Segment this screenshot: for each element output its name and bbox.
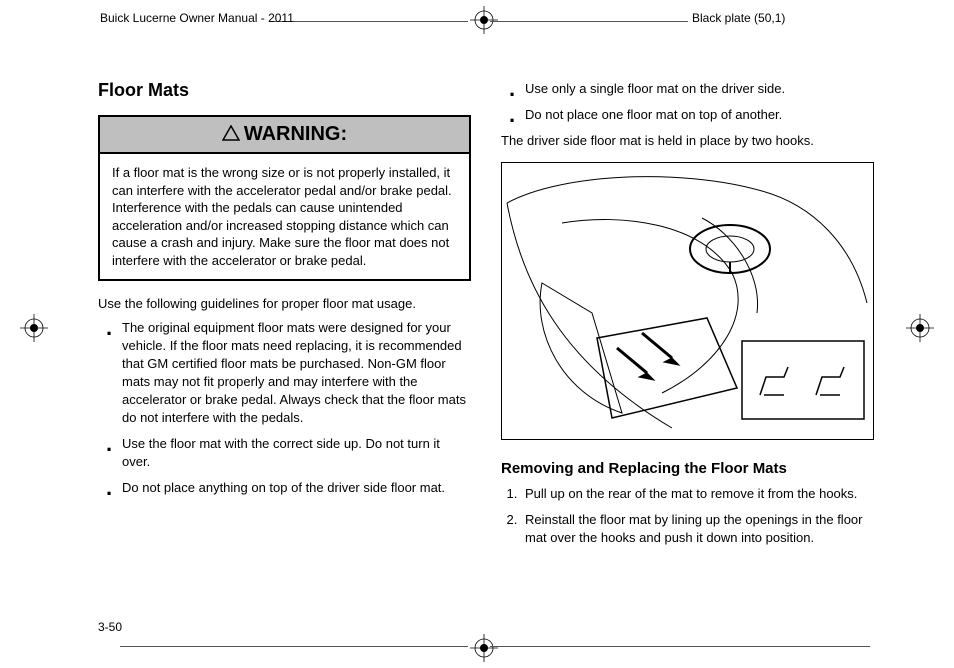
crop-mark-left-icon xyxy=(20,314,48,342)
list-item: Use the floor mat with the correct side … xyxy=(122,435,471,471)
warning-triangle-icon xyxy=(222,124,240,147)
right-column: Use only a single floor mat on the drive… xyxy=(501,80,874,556)
plate-label: Black plate (50,1) xyxy=(692,11,785,25)
list-item: The original equipment floor mats were d… xyxy=(122,319,471,427)
list-item: Do not place anything on top of the driv… xyxy=(122,479,471,497)
footer-rule-right xyxy=(490,646,870,647)
footer-rule-left xyxy=(120,646,468,647)
floor-mat-illustration xyxy=(501,162,874,440)
crop-mark-bottom-icon xyxy=(470,634,498,662)
section-title: Floor Mats xyxy=(98,80,471,101)
step-item: Pull up on the rear of the mat to remove… xyxy=(521,485,874,503)
caption-text: The driver side floor mat is held in pla… xyxy=(501,132,874,150)
right-bullet-list: Use only a single floor mat on the drive… xyxy=(501,80,874,132)
warning-box: WARNING: If a floor mat is the wrong siz… xyxy=(98,115,471,281)
steps-list: Pull up on the rear of the mat to remove… xyxy=(501,485,874,556)
crop-mark-right-icon xyxy=(906,314,934,342)
warning-body-text: If a floor mat is the wrong size or is n… xyxy=(100,154,469,279)
left-column: Floor Mats WARNING: If a floor mat is th… xyxy=(98,80,471,556)
subheading: Removing and Replacing the Floor Mats xyxy=(501,460,874,477)
left-bullet-list: The original equipment floor mats were d… xyxy=(98,319,471,504)
doc-title: Buick Lucerne Owner Manual - 2011 xyxy=(100,11,294,25)
list-item: Do not place one floor mat on top of ano… xyxy=(525,106,874,124)
step-item: Reinstall the floor mat by lining up the… xyxy=(521,511,874,547)
header-rule-left xyxy=(270,21,468,22)
lead-paragraph: Use the following guidelines for proper … xyxy=(98,295,471,313)
crop-mark-top-icon xyxy=(470,6,498,34)
header-rule-right xyxy=(490,21,688,22)
warning-label-text: WARNING: xyxy=(244,123,347,145)
warning-heading: WARNING: xyxy=(100,117,469,154)
list-item: Use only a single floor mat on the drive… xyxy=(525,80,874,98)
page-number: 3-50 xyxy=(98,620,122,634)
